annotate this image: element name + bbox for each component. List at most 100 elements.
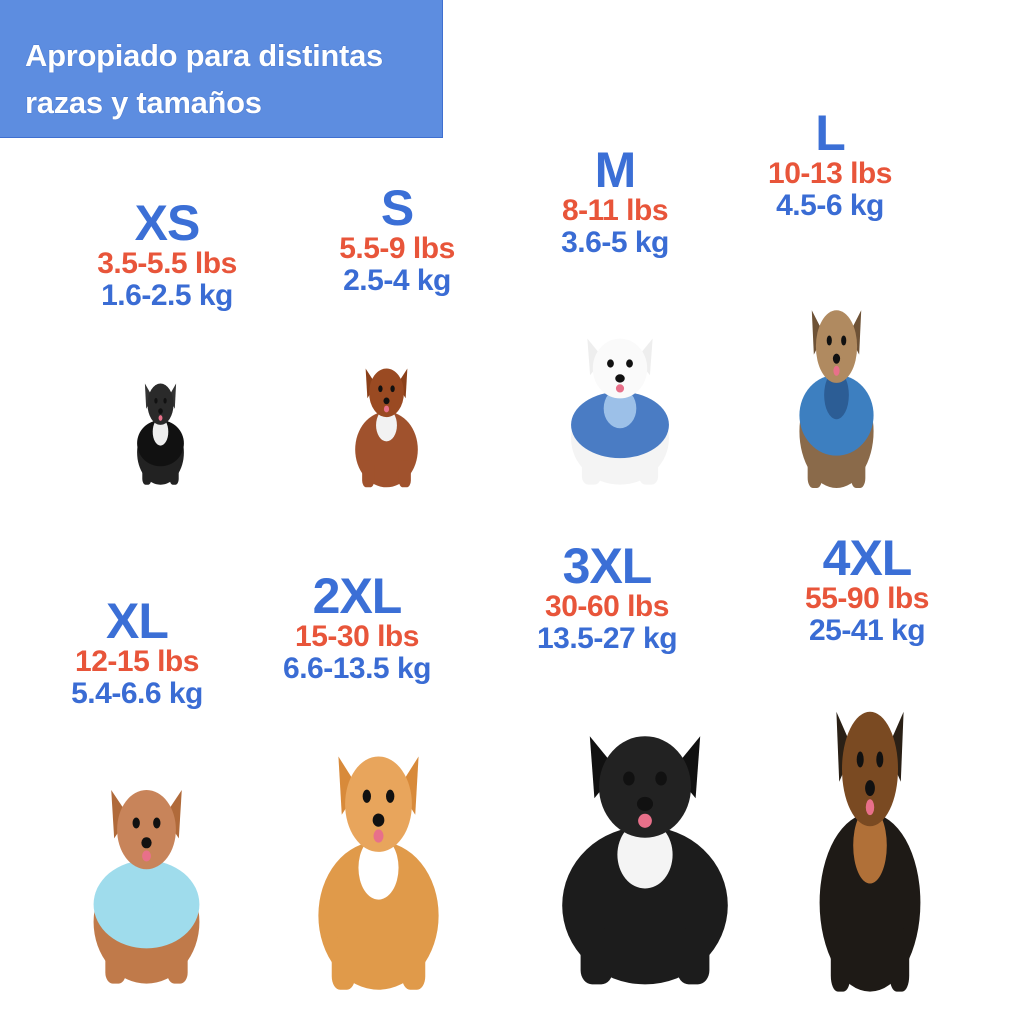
dog-front-leg-left <box>362 460 375 488</box>
dog-head <box>592 338 648 399</box>
dog-tongue <box>865 799 875 816</box>
dog-front-leg-left <box>105 939 126 984</box>
dog-tongue <box>833 365 840 376</box>
size-label: L <box>815 105 846 161</box>
dog-head <box>147 383 174 425</box>
dog-nose <box>158 408 163 414</box>
size-label: S <box>380 180 414 236</box>
dog-image-german-shepherd <box>800 680 940 998</box>
dog-nose <box>141 837 152 849</box>
dog-eye-right <box>390 385 395 393</box>
dog-tongue <box>615 384 625 393</box>
dog-eye-right <box>386 789 395 803</box>
weight-kg: 3.6-5 kg <box>561 226 669 259</box>
dog-nose <box>383 397 390 405</box>
size-card-2xl: 2XL 15-30 lbs 6.6-13.5 kg <box>227 571 487 685</box>
dog-image-poodle-in-light-blue-vest <box>73 768 220 988</box>
dog-front-leg-left <box>580 927 613 985</box>
header-title-line1: Apropiado para distintas <box>25 38 383 73</box>
weight-kg: 25-41 kg <box>808 614 926 647</box>
size-label: 2XL <box>312 568 403 624</box>
weight-lbs: 3.5-5.5 lbs <box>97 247 237 280</box>
dog-image-chihuahua-in-black-outfit <box>128 372 193 487</box>
dog-eye-left <box>607 359 614 368</box>
weight-kg: 13.5-27 kg <box>536 622 678 655</box>
size-card-3xl: 3XL 30-60 lbs 13.5-27 kg <box>477 541 737 655</box>
dog-eye-left <box>362 789 371 803</box>
dog-eye-right <box>876 751 884 768</box>
dog-nose <box>832 353 841 364</box>
dog-image-border-collie <box>530 708 760 990</box>
dog-head <box>599 736 691 838</box>
dog-eye-right <box>163 397 167 404</box>
size-card-m: M 8-11 lbs 3.6-5 kg <box>485 145 745 259</box>
dog-chest <box>152 418 169 446</box>
weight-lbs: 8-11 lbs <box>561 194 669 227</box>
dog-eye-left <box>856 751 864 768</box>
dog-image-corgi <box>295 730 462 995</box>
size-label: XS <box>134 195 201 251</box>
dog-tongue <box>373 829 384 843</box>
dog-eye-right <box>153 817 161 829</box>
dog-eye-left <box>826 335 832 346</box>
dog-front-leg-left <box>807 447 823 488</box>
size-card-l: L 10-13 lbs 4.5-6 kg <box>700 108 960 222</box>
size-label: M <box>594 142 637 198</box>
dog-front-leg-left <box>581 451 601 485</box>
size-label: 3XL <box>562 538 653 594</box>
dog-front-leg-left <box>142 461 152 485</box>
dog-chest <box>358 836 399 900</box>
weight-lbs: 5.5-9 lbs <box>339 232 455 265</box>
weight-lbs: 30-60 lbs <box>545 590 669 623</box>
dog-tongue <box>158 415 163 421</box>
size-card-4xl: 4XL 55-90 lbs 25-41 kg <box>737 533 997 647</box>
dog-nose <box>615 374 625 383</box>
weight-lbs: 12-15 lbs <box>75 645 199 678</box>
dog-front-leg-right <box>677 927 710 985</box>
dog-front-leg-right <box>169 461 179 485</box>
dog-tongue <box>383 405 390 413</box>
dog-image-brown-poodle <box>343 355 430 490</box>
dog-front-leg-left <box>830 928 851 992</box>
dog-nose <box>865 780 875 797</box>
dog-chest <box>376 409 397 442</box>
dog-front-leg-right <box>167 939 188 984</box>
dog-head <box>842 711 898 827</box>
dog-head <box>345 756 412 852</box>
dog-image-yorkshire-in-plaid-shirt <box>785 290 888 492</box>
dog-eye-left <box>154 397 158 404</box>
weight-kg: 4.5-6 kg <box>776 189 884 222</box>
dog-front-leg-right <box>398 460 411 488</box>
weight-kg: 1.6-2.5 kg <box>101 279 233 312</box>
dog-head <box>369 368 404 418</box>
dog-image-bichon-in-blue-shirt <box>552 322 688 488</box>
dog-chest <box>603 388 637 429</box>
header-banner: Apropiado para distintas razas y tamaños <box>0 0 443 138</box>
weight-kg: 2.5-4 kg <box>343 264 451 297</box>
dog-eye-right <box>626 359 633 368</box>
dog-chest <box>853 807 887 884</box>
dog-eye-left <box>623 771 635 786</box>
dog-nose <box>372 813 385 827</box>
dog-eye-left <box>378 385 383 393</box>
weight-kg: 6.6-13.5 kg <box>283 652 431 685</box>
dog-front-leg-right <box>850 447 866 488</box>
dog-head <box>815 310 858 383</box>
header-title-line2: razas y tamaños <box>25 85 262 120</box>
dog-chest <box>617 820 673 889</box>
dog-eye-right <box>655 771 667 786</box>
dog-nose <box>636 796 654 811</box>
size-label: XL <box>106 593 169 649</box>
dog-chest <box>128 856 165 909</box>
weight-lbs: 15-30 lbs <box>295 620 419 653</box>
dog-tongue <box>638 813 652 828</box>
dog-front-leg-right <box>639 451 659 485</box>
size-label: 4XL <box>822 530 913 586</box>
dog-tongue <box>142 850 151 862</box>
weight-lbs: 55-90 lbs <box>805 582 929 615</box>
size-card-xl: XL 12-15 lbs 5.4-6.6 kg <box>7 596 267 710</box>
dog-front-leg-right <box>889 928 910 992</box>
size-card-s: S 5.5-9 lbs 2.5-4 kg <box>267 183 527 297</box>
dog-front-leg-left <box>331 936 356 990</box>
size-card-xs: XS 3.5-5.5 lbs 1.6-2.5 kg <box>37 198 297 312</box>
